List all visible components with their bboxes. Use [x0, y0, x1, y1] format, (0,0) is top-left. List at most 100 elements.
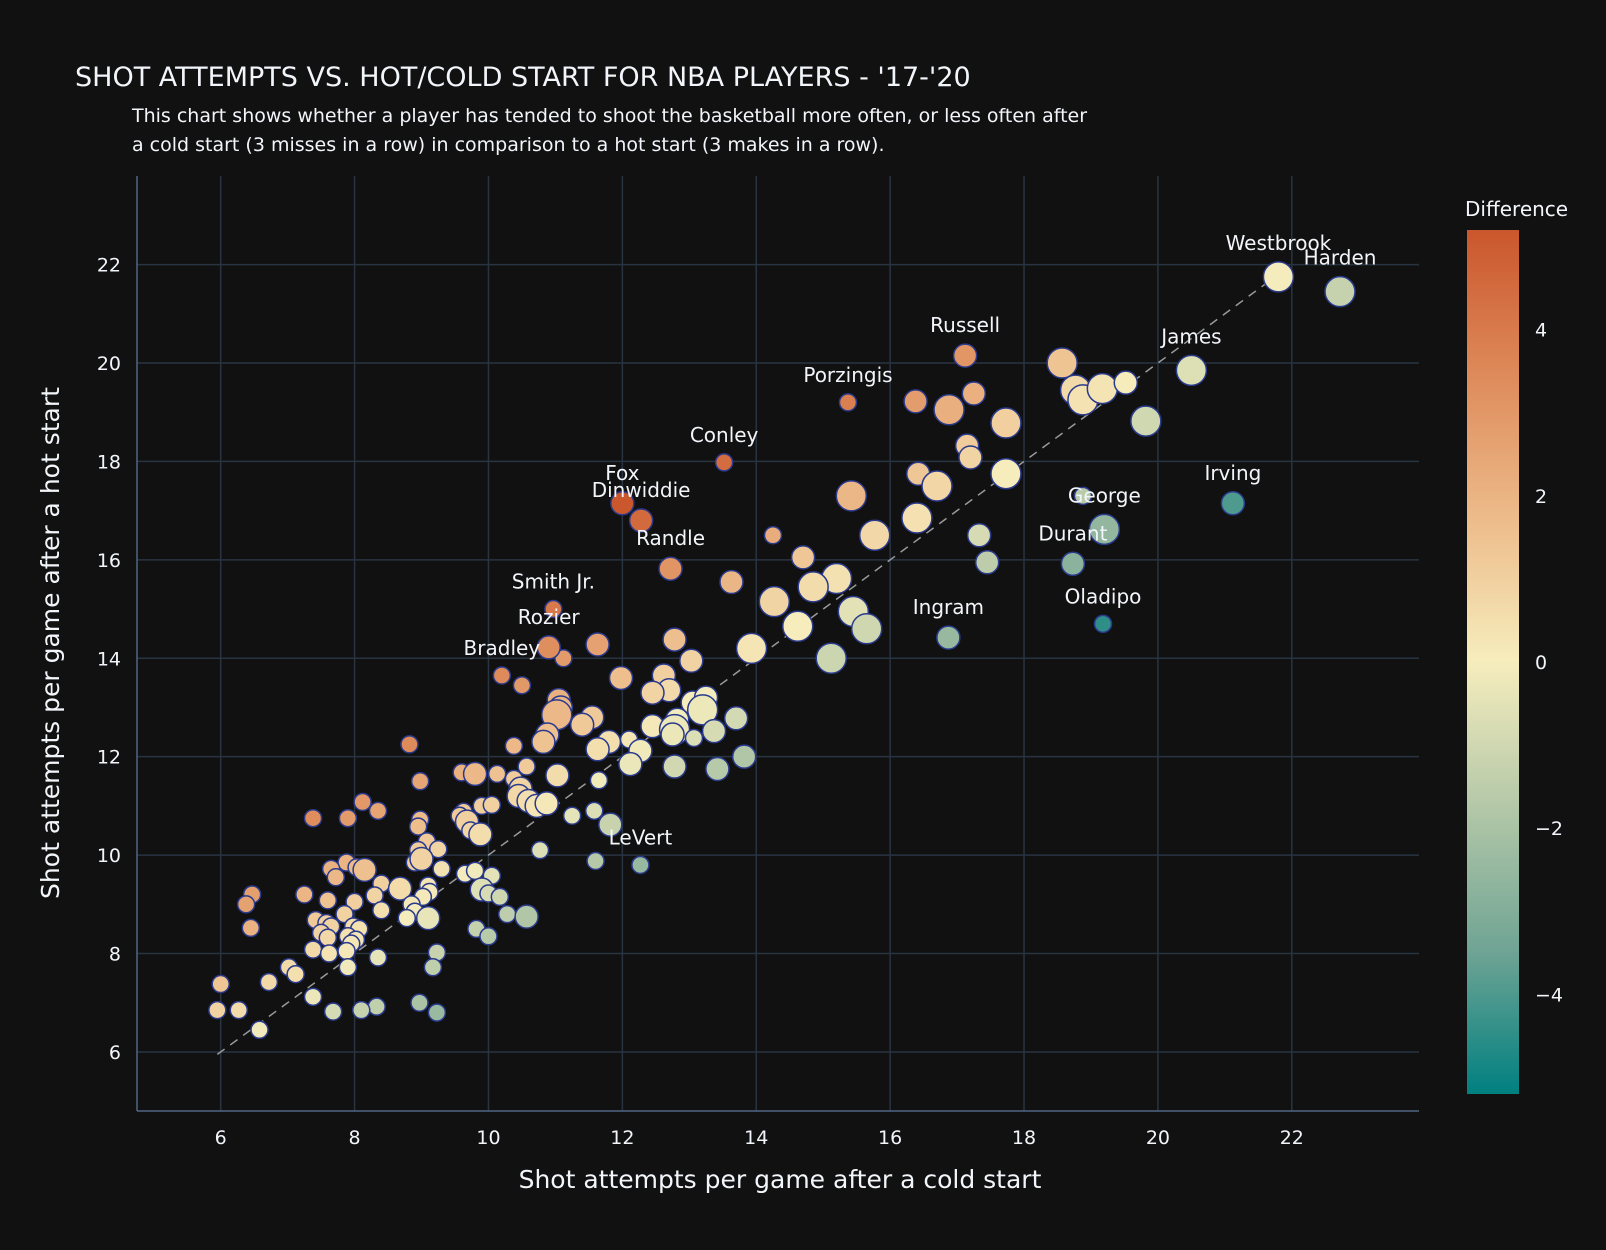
point-randle[interactable]: [658, 556, 683, 581]
data-point[interactable]: [397, 908, 417, 928]
data-point[interactable]: [531, 729, 556, 755]
data-point[interactable]: [490, 887, 510, 907]
data-point[interactable]: [933, 394, 965, 426]
data-point[interactable]: [684, 728, 704, 748]
point-irving[interactable]: [1220, 491, 1246, 516]
point-westbrook[interactable]: [1262, 261, 1295, 293]
data-point[interactable]: [990, 457, 1022, 490]
data-point[interactable]: [250, 1020, 269, 1040]
data-point[interactable]: [323, 1002, 343, 1021]
data-point[interactable]: [608, 665, 634, 691]
data-point[interactable]: [303, 987, 323, 1007]
data-point[interactable]: [408, 817, 428, 836]
data-point[interactable]: [701, 718, 727, 744]
data-point[interactable]: [584, 801, 604, 821]
data-point[interactable]: [353, 792, 372, 812]
data-point[interactable]: [387, 876, 413, 901]
data-point[interactable]: [850, 612, 883, 645]
data-point[interactable]: [530, 840, 550, 860]
data-point[interactable]: [731, 744, 757, 769]
point-bradley[interactable]: [492, 666, 512, 685]
point-ingram[interactable]: [936, 625, 961, 650]
data-point[interactable]: [512, 676, 532, 695]
data-point[interactable]: [781, 610, 814, 643]
data-point[interactable]: [372, 900, 391, 920]
data-point[interactable]: [497, 904, 517, 924]
data-point[interactable]: [1113, 370, 1139, 395]
data-point[interactable]: [368, 948, 388, 967]
data-point[interactable]: [534, 791, 559, 816]
data-point[interactable]: [462, 761, 488, 787]
point-russell[interactable]: [952, 343, 978, 368]
data-point[interactable]: [735, 632, 768, 665]
data-point[interactable]: [660, 722, 685, 747]
data-point[interactable]: [409, 846, 434, 872]
data-point[interactable]: [598, 812, 623, 837]
data-point[interactable]: [569, 712, 595, 737]
point-fox[interactable]: [610, 491, 635, 516]
point-oladipo[interactable]: [1093, 614, 1113, 634]
data-point[interactable]: [303, 808, 323, 828]
data-point[interactable]: [482, 795, 502, 815]
data-point[interactable]: [504, 736, 524, 756]
data-point[interactable]: [723, 706, 749, 731]
data-point[interactable]: [303, 940, 323, 959]
data-point[interactable]: [517, 757, 536, 776]
data-point[interactable]: [903, 389, 928, 414]
data-point[interactable]: [705, 756, 730, 782]
data-point[interactable]: [758, 585, 791, 618]
data-point[interactable]: [686, 694, 719, 726]
data-point[interactable]: [719, 569, 744, 595]
data-point[interactable]: [797, 571, 829, 603]
point-porzingis[interactable]: [838, 393, 858, 412]
data-point[interactable]: [662, 627, 687, 652]
data-point[interactable]: [236, 895, 256, 914]
data-point[interactable]: [961, 381, 987, 406]
data-point[interactable]: [410, 772, 430, 791]
data-point[interactable]: [427, 1003, 447, 1022]
point-rozier[interactable]: [536, 635, 561, 660]
data-point[interactable]: [562, 806, 582, 825]
data-point[interactable]: [966, 522, 992, 548]
data-point[interactable]: [318, 928, 338, 948]
data-point[interactable]: [326, 868, 346, 887]
point-conley[interactable]: [714, 453, 734, 472]
data-point[interactable]: [554, 649, 573, 668]
data-point[interactable]: [338, 958, 358, 977]
point-dinwiddie[interactable]: [628, 508, 654, 533]
data-point[interactable]: [618, 751, 643, 777]
data-point[interactable]: [208, 1000, 227, 1020]
data-point[interactable]: [465, 861, 485, 881]
data-point[interactable]: [901, 502, 933, 534]
data-point[interactable]: [400, 735, 419, 754]
data-point[interactable]: [429, 839, 448, 859]
data-point[interactable]: [545, 763, 570, 788]
data-point[interactable]: [337, 941, 356, 961]
data-point[interactable]: [763, 525, 783, 545]
data-point[interactable]: [815, 642, 847, 675]
data-point[interactable]: [990, 407, 1022, 439]
data-point[interactable]: [974, 550, 1000, 575]
point-george[interactable]: [1088, 513, 1121, 546]
data-point[interactable]: [585, 737, 610, 762]
data-point[interactable]: [259, 972, 279, 992]
data-point[interactable]: [790, 545, 816, 570]
data-point[interactable]: [286, 964, 305, 984]
data-point[interactable]: [1046, 347, 1078, 379]
point-harden[interactable]: [1324, 275, 1356, 308]
data-point[interactable]: [319, 944, 339, 963]
data-point[interactable]: [368, 801, 388, 821]
data-point[interactable]: [338, 808, 358, 828]
data-point[interactable]: [345, 892, 364, 912]
point-durant[interactable]: [1060, 551, 1086, 577]
data-point[interactable]: [241, 918, 261, 938]
point-levert[interactable]: [631, 855, 650, 875]
data-point[interactable]: [318, 891, 338, 910]
data-point[interactable]: [479, 927, 498, 946]
data-point[interactable]: [229, 1000, 249, 1020]
data-point[interactable]: [858, 519, 891, 551]
data-point[interactable]: [586, 851, 605, 871]
data-point[interactable]: [295, 885, 314, 904]
data-point[interactable]: [589, 771, 609, 790]
data-point[interactable]: [468, 822, 493, 847]
